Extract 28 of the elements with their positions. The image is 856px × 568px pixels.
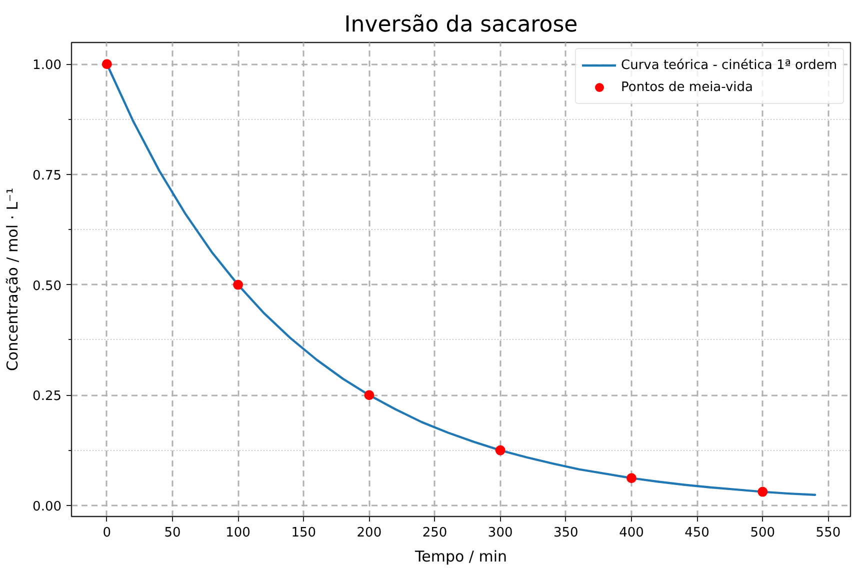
x-tick-label: 450 (684, 526, 710, 540)
chart-title: Inversão da sacarose (344, 12, 578, 38)
y-tick-label: 0.75 (32, 168, 62, 184)
x-tick-label: 150 (291, 526, 316, 540)
legend-label: Pontos de meia-vida (621, 80, 754, 94)
x-axis-title: Tempo / min (414, 548, 508, 566)
x-tick-label: 500 (750, 526, 776, 540)
point (626, 473, 636, 484)
y-tick-label: 0.50 (32, 278, 62, 294)
y-tick-label: 0.00 (32, 499, 62, 514)
y-axis-title: Concentração / mol · L⁻¹ (4, 188, 22, 372)
x-tick-label: 350 (554, 526, 578, 540)
x-tick-label: 200 (356, 526, 382, 540)
y-tick-label: 0.25 (32, 389, 62, 404)
x-tick-label: 250 (422, 526, 448, 540)
point (495, 445, 506, 456)
x-tick-label: 550 (816, 526, 841, 540)
y-tick-label: 1.00 (32, 58, 62, 74)
legend-label: Curva teórica - cinética 1ª ordem (621, 58, 837, 72)
x-tick-label: 100 (226, 526, 250, 540)
point (364, 390, 374, 400)
point (233, 280, 244, 290)
point (758, 486, 768, 497)
x-tick-label: 50 (164, 526, 181, 540)
x-tick-label: 300 (488, 526, 513, 540)
x-tick-label: 0 (102, 526, 112, 540)
point (102, 59, 112, 70)
x-tick-label: 400 (619, 526, 644, 540)
